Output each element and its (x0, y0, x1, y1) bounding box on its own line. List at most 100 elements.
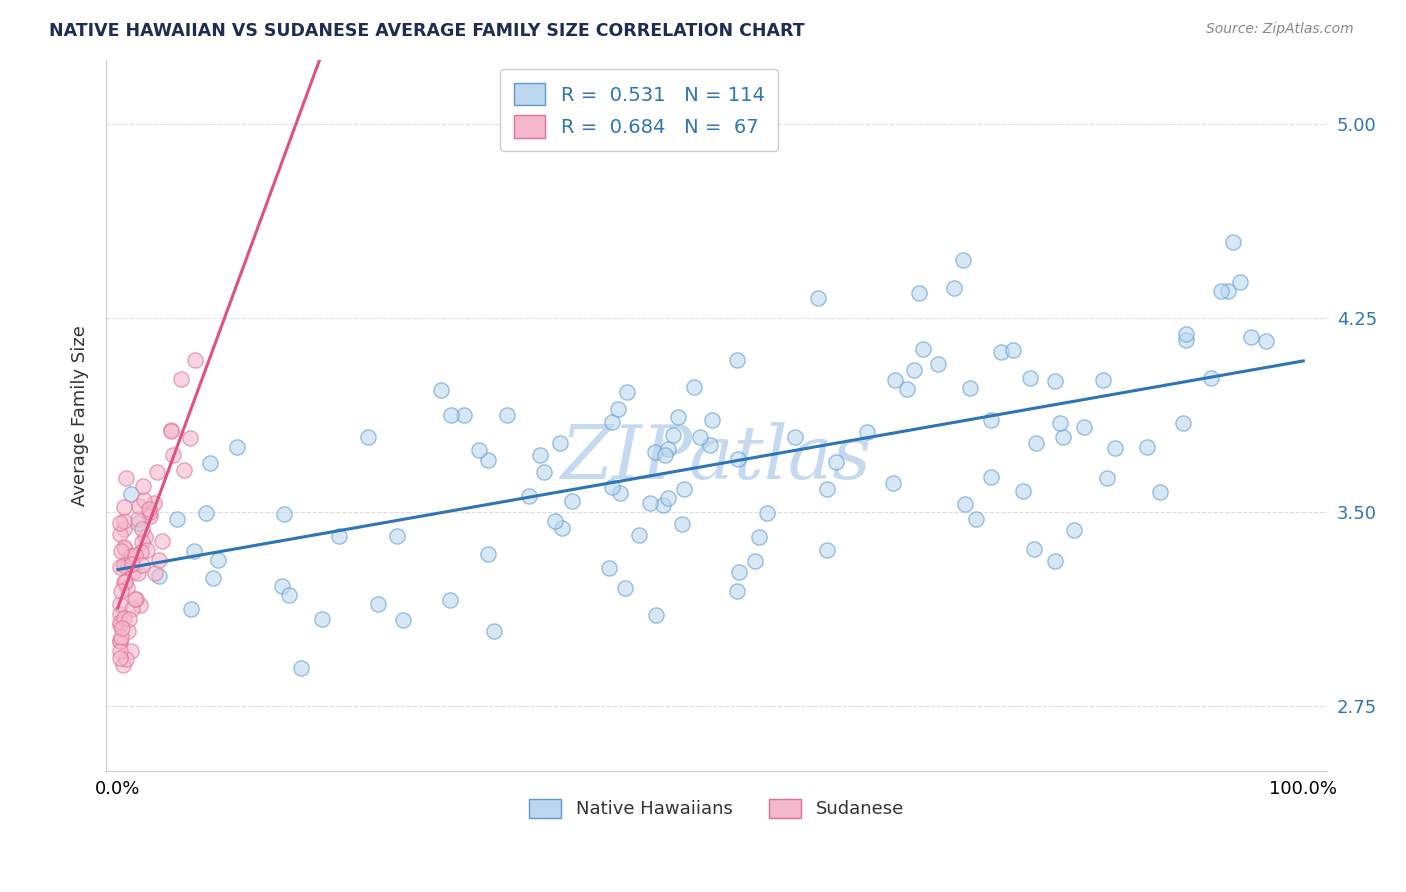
Point (114, 542, 136, 557)
Point (273, 507, 295, 521)
Point (477, 453, 499, 467)
Point (110, 583, 132, 598)
Point (666, 410, 689, 425)
Point (755, 506, 778, 520)
Point (699, 438, 721, 452)
Point (727, 565, 749, 579)
Point (138, 502, 160, 516)
Point (638, 496, 661, 510)
Point (544, 515, 567, 529)
Point (1025, 435, 1047, 450)
Point (1201, 370, 1223, 384)
Point (138, 505, 160, 519)
Point (142, 496, 165, 510)
Point (108, 618, 131, 632)
Point (551, 520, 574, 534)
Point (195, 506, 218, 520)
Point (112, 522, 135, 536)
Point (143, 566, 166, 580)
Point (148, 553, 170, 567)
Point (815, 542, 838, 557)
Point (807, 291, 830, 305)
Point (207, 553, 229, 567)
Point (952, 252, 974, 267)
Point (654, 449, 676, 463)
Point (148, 569, 170, 583)
Point (112, 574, 135, 589)
Point (127, 516, 149, 531)
Point (671, 516, 693, 531)
Point (439, 593, 461, 607)
Point (180, 602, 202, 616)
Point (120, 644, 142, 658)
Point (108, 615, 131, 629)
Point (115, 471, 138, 485)
Point (118, 612, 141, 626)
Point (121, 557, 143, 571)
Point (108, 559, 131, 574)
Point (484, 624, 506, 639)
Point (131, 522, 153, 536)
Point (548, 435, 571, 450)
Point (134, 530, 156, 544)
Point (108, 597, 131, 611)
Point (616, 385, 638, 400)
Point (112, 558, 135, 572)
Point (225, 440, 247, 454)
Point (132, 479, 155, 493)
Point (112, 540, 135, 554)
Point (1171, 416, 1194, 430)
Point (783, 430, 806, 444)
Point (1175, 333, 1198, 347)
Point (311, 612, 333, 626)
Point (1073, 420, 1095, 434)
Text: ZIPatlas: ZIPatlas (561, 422, 872, 494)
Point (125, 591, 148, 606)
Point (965, 512, 987, 526)
Point (1052, 430, 1074, 444)
Point (600, 480, 623, 494)
Point (115, 581, 138, 595)
Point (115, 555, 138, 569)
Point (170, 372, 193, 386)
Point (131, 558, 153, 572)
Point (122, 565, 145, 579)
Point (644, 445, 666, 459)
Point (1049, 416, 1071, 430)
Point (609, 485, 631, 500)
Point (173, 463, 195, 477)
Point (1222, 235, 1244, 249)
Point (652, 498, 675, 512)
Point (356, 429, 378, 443)
Point (1092, 373, 1115, 387)
Point (117, 624, 139, 638)
Point (727, 451, 749, 466)
Point (882, 476, 904, 491)
Point (385, 529, 408, 543)
Point (467, 443, 489, 458)
Point (1149, 485, 1171, 500)
Point (440, 408, 463, 422)
Point (903, 362, 925, 376)
Point (128, 499, 150, 513)
Point (136, 542, 159, 557)
Point (907, 286, 929, 301)
Point (1043, 374, 1066, 388)
Point (179, 431, 201, 445)
Point (1022, 542, 1045, 557)
Point (1229, 276, 1251, 290)
Point (614, 582, 637, 596)
Point (108, 644, 131, 658)
Point (166, 512, 188, 526)
Point (942, 281, 965, 295)
Point (124, 548, 146, 562)
Legend: Native Hawaiians, Sudanese: Native Hawaiians, Sudanese (522, 792, 911, 826)
Point (529, 448, 551, 462)
Point (657, 442, 679, 457)
Point (277, 588, 299, 602)
Point (112, 611, 135, 625)
Point (495, 409, 517, 423)
Point (725, 583, 748, 598)
Point (1063, 523, 1085, 537)
Point (1011, 484, 1033, 499)
